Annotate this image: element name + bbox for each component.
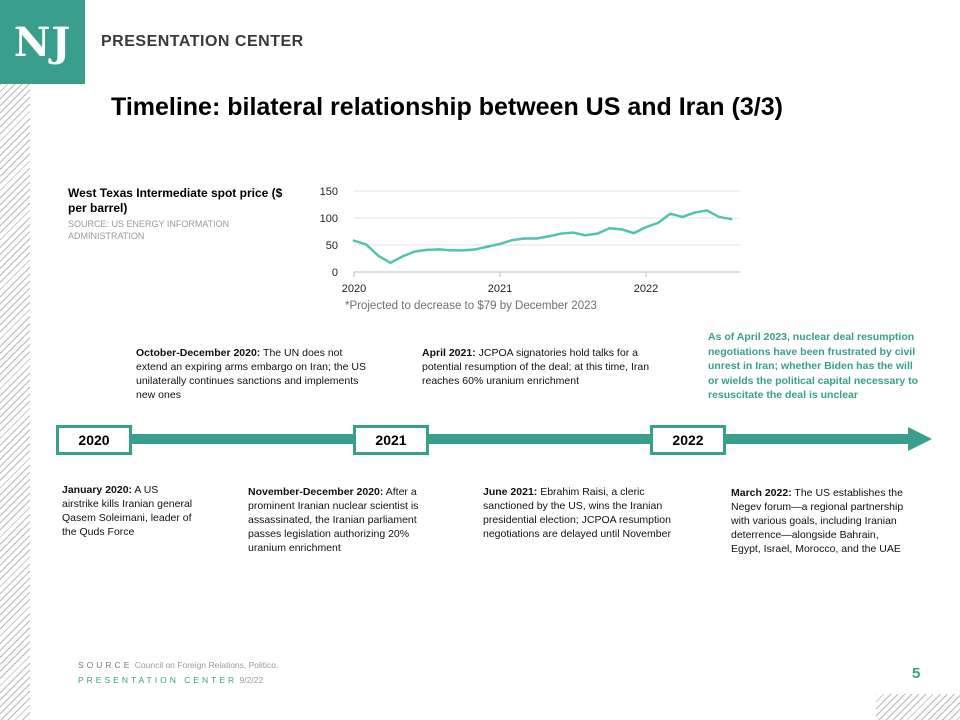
slide-title: Timeline: bilateral relationship between… <box>111 93 783 121</box>
data-point <box>632 231 636 235</box>
data-point <box>656 221 660 225</box>
logo: NJ <box>0 0 85 84</box>
event-oct-dec-2020: October-December 2020: The UN does not e… <box>136 346 372 402</box>
chart-source: SOURCE: US ENERGY INFORMATION ADMINISTRA… <box>68 219 230 241</box>
data-point <box>705 209 709 212</box>
chart-caption: West Texas Intermediate spot price ($ pe… <box>68 186 298 242</box>
data-point <box>486 245 490 248</box>
timeline-arrow-icon <box>908 427 932 451</box>
event-heading: April 2021: <box>422 347 476 359</box>
data-point <box>583 234 587 237</box>
data-point <box>681 215 684 219</box>
decorative-hatch-bottom-right <box>876 694 960 720</box>
brand-name: PRESENTATION CENTER <box>101 33 304 50</box>
event-heading: June 2021: <box>483 486 538 498</box>
data-point <box>608 227 611 230</box>
timeline-line <box>56 434 912 444</box>
event-body: A US airstrike kills Iranian general Qas… <box>62 484 193 538</box>
event-mar-2022: March 2022: The US establishes the Negev… <box>731 486 911 556</box>
data-point <box>352 239 356 242</box>
data-point <box>547 235 550 238</box>
data-point <box>401 255 404 258</box>
event-body: The UN does not extend an expiring arms … <box>136 347 366 401</box>
footer: SOURCE Council on Foreign Relations, Pol… <box>78 658 278 688</box>
data-point <box>523 237 526 240</box>
data-point <box>498 242 502 246</box>
data-point <box>693 211 696 214</box>
event-body: Ebrahim Raisi, a cleric sanctioned by th… <box>483 486 671 540</box>
callout-status-2023: As of April 2023, nuclear deal resumptio… <box>708 331 919 401</box>
footer-date: 9/2/22 <box>239 675 264 685</box>
event-apr-2021: April 2021: JCPOA signatories hold talks… <box>422 346 662 388</box>
footer-source: SOURCE Council on Foreign Relations, Pol… <box>78 658 278 673</box>
event-heading: October-December 2020: <box>136 347 261 359</box>
data-point <box>669 212 672 215</box>
data-point <box>729 217 733 221</box>
event-heading: March 2022: <box>731 487 792 499</box>
data-point <box>389 261 392 265</box>
footer-source-value: Council on Foreign Relations, Politico. <box>134 660 279 670</box>
data-point <box>364 243 368 246</box>
data-point <box>535 237 538 240</box>
year-marker-2021: 2021 <box>353 425 429 455</box>
y-tick-label: 50 <box>326 240 338 252</box>
y-tick-label: 100 <box>320 213 338 225</box>
data-point <box>425 248 429 252</box>
year-marker-2020: 2020 <box>56 425 132 455</box>
footer-presentation-label: PRESENTATION CENTER <box>78 675 238 685</box>
data-point <box>596 232 599 235</box>
data-point <box>450 249 453 252</box>
footer-presentation: PRESENTATION CENTER 9/2/22 <box>78 673 278 688</box>
y-tick-label: 150 <box>320 186 338 198</box>
event-body: The US establishes the Negev forum—a reg… <box>731 487 904 555</box>
data-point <box>571 231 575 234</box>
event-heading: November-December 2020: <box>248 486 384 498</box>
event-heading: January 2020: <box>62 484 133 496</box>
year-marker-2022: 2022 <box>650 425 726 455</box>
chart-title: West Texas Intermediate spot price ($ pe… <box>68 186 283 215</box>
logo-text: NJ <box>13 18 72 66</box>
data-point <box>377 254 380 257</box>
decorative-hatch-left <box>0 84 30 720</box>
data-point <box>644 225 648 229</box>
data-point <box>510 238 514 242</box>
chart-projection-note: *Projected to decrease to $79 by Decembe… <box>345 300 597 312</box>
data-point <box>620 228 623 231</box>
x-tick-label: 2021 <box>488 283 512 295</box>
data-point <box>717 215 721 219</box>
x-tick-label: 2022 <box>634 283 658 295</box>
footer-source-label: SOURCE <box>78 660 133 670</box>
page-number: 5 <box>912 665 921 682</box>
data-point <box>437 248 441 251</box>
data-point <box>462 249 465 252</box>
oil-price-line-chart: 0 50 100 150 2020 2021 2022 <box>320 186 740 295</box>
series-line-wti <box>352 209 733 265</box>
event-body: After a prominent Iranian nuclear scient… <box>248 486 419 554</box>
event-body: JCPOA signatories hold talks for a poten… <box>422 347 650 387</box>
data-point <box>559 232 563 235</box>
data-point <box>474 248 477 251</box>
y-tick-label: 0 <box>332 267 338 279</box>
x-tick-label: 2020 <box>342 283 366 295</box>
data-point <box>413 250 417 253</box>
event-jan-2020: January 2020: A US airstrike kills Irani… <box>62 483 194 539</box>
event-jun-2021: June 2021: Ebrahim Raisi, a cleric sanct… <box>483 485 695 541</box>
event-nov-dec-2020: November-December 2020: After a prominen… <box>248 485 448 555</box>
